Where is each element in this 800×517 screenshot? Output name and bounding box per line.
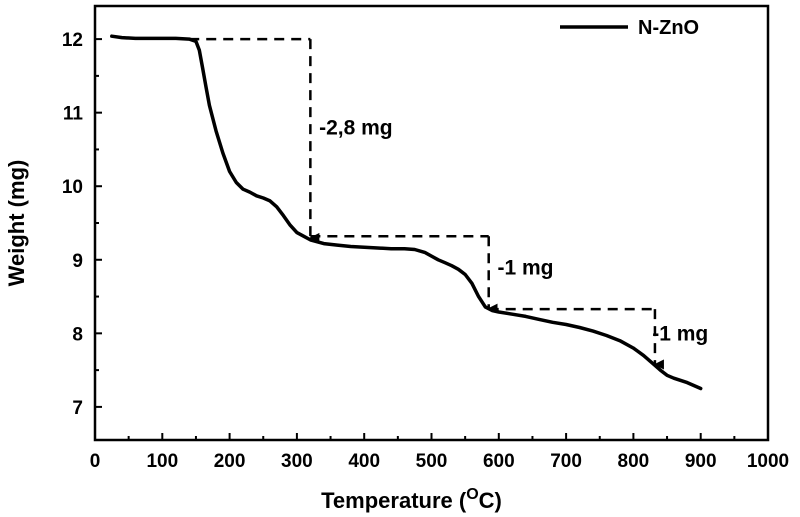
x-tick-label: 1000	[747, 451, 789, 472]
legend: N-ZnO	[560, 17, 699, 39]
series-line-n-zno	[110, 34, 703, 391]
x-tick-label: 0	[90, 451, 101, 472]
x-tick-label: 600	[483, 451, 515, 472]
y-tick-label: 8	[72, 324, 83, 345]
x-tick-label: 500	[416, 451, 448, 472]
annotation-label: -2,8 mg	[319, 117, 393, 140]
mass-loss-annotation: -1 mg	[488, 307, 708, 370]
legend-label: N-ZnO	[638, 17, 699, 39]
y-tick-label: 7	[72, 398, 83, 419]
y-tick-label: 11	[63, 104, 84, 125]
x-tick-label: 300	[281, 451, 313, 472]
y-tick-label: 9	[72, 251, 83, 272]
y-tick-label: 12	[62, 30, 83, 51]
x-axis-title-unit: C)	[479, 488, 502, 513]
mass-loss-annotation: -1 mg	[310, 234, 553, 314]
x-tick-label: 900	[685, 451, 717, 472]
x-tick-label: 800	[618, 451, 650, 472]
y-tick-label: 10	[62, 177, 83, 198]
x-tick-label: 400	[348, 451, 380, 472]
x-axis-title-degree: O	[466, 486, 478, 503]
x-tick-label: 100	[146, 451, 178, 472]
annotation-label: -1 mg	[652, 323, 708, 346]
x-tick-label: 200	[214, 451, 246, 472]
x-axis-title-text: Temperature (	[321, 488, 467, 513]
mass-loss-annotation: -2,8 mg	[189, 37, 393, 243]
y-axis-title: Weight (mg)	[4, 160, 29, 287]
annotation-label: -1 mg	[497, 256, 553, 279]
x-tick-label: 700	[550, 451, 582, 472]
x-axis-title: Temperature (OC)	[321, 486, 502, 513]
